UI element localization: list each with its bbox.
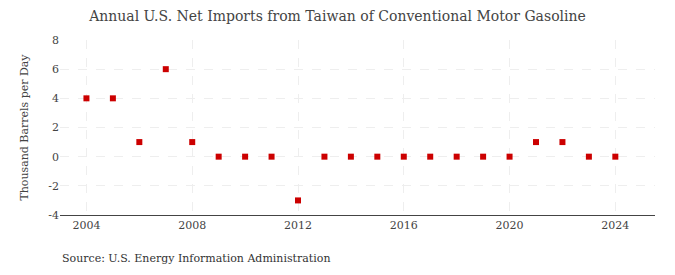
svg-text:2012: 2012	[284, 219, 312, 232]
svg-text:2016: 2016	[390, 219, 418, 232]
svg-text:2008: 2008	[178, 219, 206, 232]
svg-text:Annual U.S. Net Imports from T: Annual U.S. Net Imports from Taiwan of C…	[88, 8, 586, 24]
svg-text:Thousand Barrels per Day: Thousand Barrels per Day	[18, 54, 31, 201]
svg-text:-2: -2	[48, 180, 59, 193]
svg-text:2024: 2024	[601, 219, 629, 232]
svg-text:Source: U.S. Energy Informatio: Source: U.S. Energy Information Administ…	[62, 252, 330, 265]
svg-text:-4: -4	[48, 209, 59, 222]
svg-text:2: 2	[52, 121, 59, 134]
svg-text:6: 6	[52, 63, 59, 76]
svg-text:2020: 2020	[496, 219, 524, 232]
svg-text:4: 4	[52, 92, 59, 105]
svg-text:8: 8	[52, 34, 59, 47]
svg-text:2004: 2004	[72, 219, 100, 232]
svg-text:0: 0	[52, 151, 59, 164]
